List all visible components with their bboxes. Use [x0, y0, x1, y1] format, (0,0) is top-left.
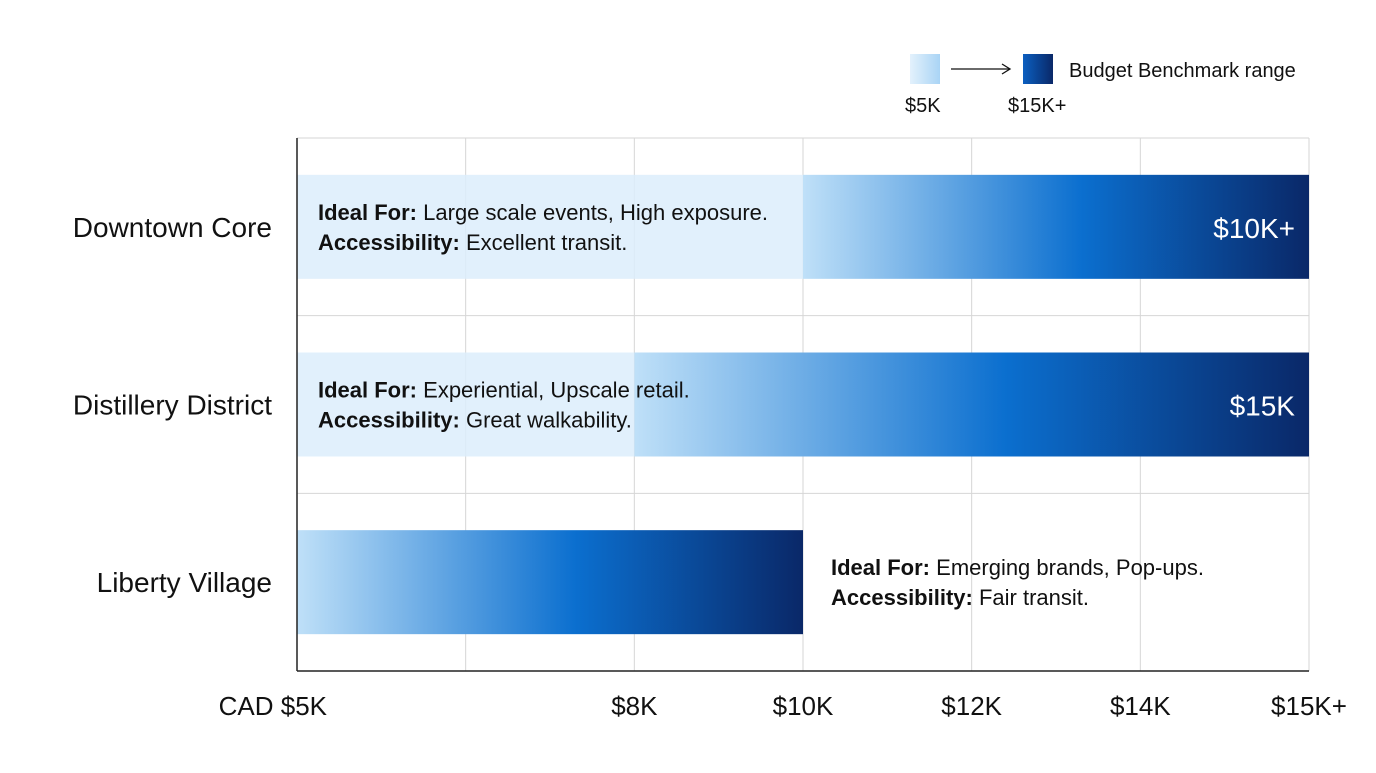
arrow-head-icon — [1001, 63, 1012, 75]
data-label: $15K — [1230, 391, 1296, 422]
annotation-value: Great walkability. — [466, 408, 632, 433]
annotation-line: Accessibility: Fair transit. — [831, 585, 1089, 610]
legend-swatch-high — [1023, 54, 1053, 84]
annotation-line: Ideal For: Emerging brands, Pop-ups. — [831, 555, 1204, 580]
bar-gradient-segment — [297, 530, 803, 635]
legend: Budget Benchmark range $5K $15K+ — [905, 54, 1296, 117]
x-tick-label: $8K — [611, 691, 658, 721]
legend-high-label: $15K+ — [1008, 95, 1066, 117]
x-tick-label: $15K+ — [1271, 691, 1347, 721]
annotation-line: Ideal For: Large scale events, High expo… — [318, 200, 768, 225]
bar-group: Downtown Core $10K+ Ideal For: Large scale… — [73, 174, 1309, 279]
bar-group: Distillery District $15K Ideal For: Experi… — [73, 352, 1309, 457]
annotation-key: Ideal For: — [318, 200, 417, 225]
x-tick-label: CAD $5K — [219, 691, 328, 721]
bar-gradient-segment — [803, 174, 1309, 279]
category-label: Liberty Village — [97, 567, 272, 598]
bar-light-segment — [297, 352, 635, 457]
annotation-key: Ideal For: — [831, 555, 930, 580]
annotation-line: Ideal For: Experiential, Upscale retail. — [318, 378, 690, 403]
annotation-key: Ideal For: — [318, 378, 417, 403]
x-tick-label: $10K — [773, 691, 834, 721]
x-tick-label: $12K — [941, 691, 1002, 721]
annotation-key: Accessibility: — [318, 230, 460, 255]
legend-low-label: $5K — [905, 95, 941, 117]
annotation-value: Experiential, Upscale retail. — [423, 378, 690, 403]
annotation-value: Emerging brands, Pop-ups. — [936, 555, 1204, 580]
annotation-key: Accessibility: — [831, 585, 973, 610]
annotation-key: Accessibility: — [318, 408, 460, 433]
bar-gradient-segment — [634, 352, 1309, 457]
annotation-value: Fair transit. — [979, 585, 1089, 610]
annotation-value: Excellent transit. — [466, 230, 627, 255]
bar-group: Liberty Village Ideal For: Emerging brand… — [97, 530, 1204, 635]
legend-swatch-low — [910, 54, 940, 84]
annotation-value: Large scale events, High exposure. — [423, 200, 768, 225]
bar-light-segment — [297, 174, 803, 279]
category-label: Downtown Core — [73, 212, 272, 243]
category-label: Distillery District — [73, 390, 272, 421]
annotation-line: Accessibility: Great walkability. — [318, 408, 632, 433]
data-label: $10K+ — [1213, 213, 1295, 244]
x-tick-label: $14K — [1110, 691, 1171, 721]
annotation-line: Accessibility: Excellent transit. — [318, 230, 627, 255]
legend-text: Budget Benchmark range — [1069, 60, 1296, 82]
